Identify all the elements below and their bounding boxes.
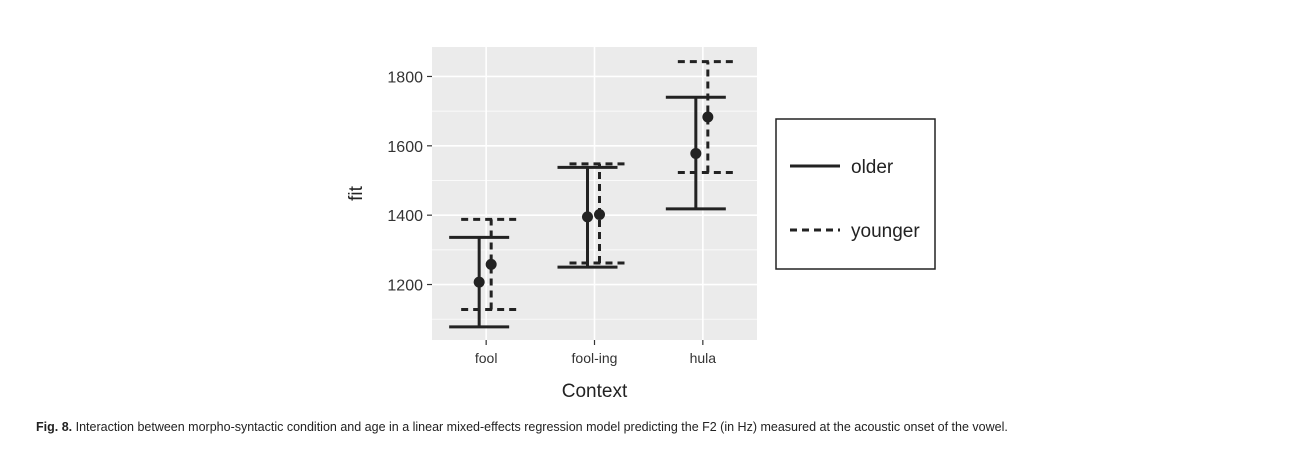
error-bar-chart: 1200 1400 1600 1800 fool fool-ing hula fit Co… — [346, 47, 936, 402]
fit-point-younger — [594, 208, 605, 220]
errorbar-older — [449, 235, 510, 329]
x-tick-label: fool — [475, 350, 498, 366]
caption-text: Interaction between morpho-syntactic con… — [75, 420, 1008, 434]
fit-point-older — [582, 211, 593, 223]
fit-point-older — [473, 276, 485, 288]
legend-label-younger: younger — [851, 221, 920, 242]
legend-label-older: older — [851, 157, 894, 178]
x-axis-label: Context — [562, 381, 628, 402]
x-tick-label: fool-ing — [572, 350, 618, 366]
errorbar-younger — [569, 162, 630, 265]
errorbar-younger — [461, 217, 522, 311]
grid-lines — [432, 47, 757, 340]
legend-box — [775, 118, 936, 270]
y-axis-label: fit — [346, 185, 367, 201]
legend: older younger — [775, 118, 936, 270]
errorbar-older — [557, 165, 618, 269]
fit-point-older — [690, 147, 702, 159]
x-axis: fool fool-ing hula — [475, 340, 716, 366]
y-tick-label: 1400 — [387, 208, 423, 225]
fit-point-younger — [702, 111, 714, 123]
y-axis: 1200 1400 1600 1800 — [387, 69, 432, 295]
y-tick-label: 1200 — [387, 278, 423, 295]
caption-label: Fig. 8. — [36, 420, 73, 434]
fit-point-younger — [485, 258, 497, 270]
x-tick-label: hula — [690, 350, 717, 366]
errorbar-younger — [677, 60, 738, 175]
errorbar-older — [665, 95, 726, 211]
data-marks — [449, 60, 738, 329]
figure-caption: Fig. 8. Interaction between morpho-synta… — [36, 420, 1296, 434]
y-tick-label: 1800 — [387, 69, 423, 86]
y-tick-label: 1600 — [387, 139, 423, 156]
